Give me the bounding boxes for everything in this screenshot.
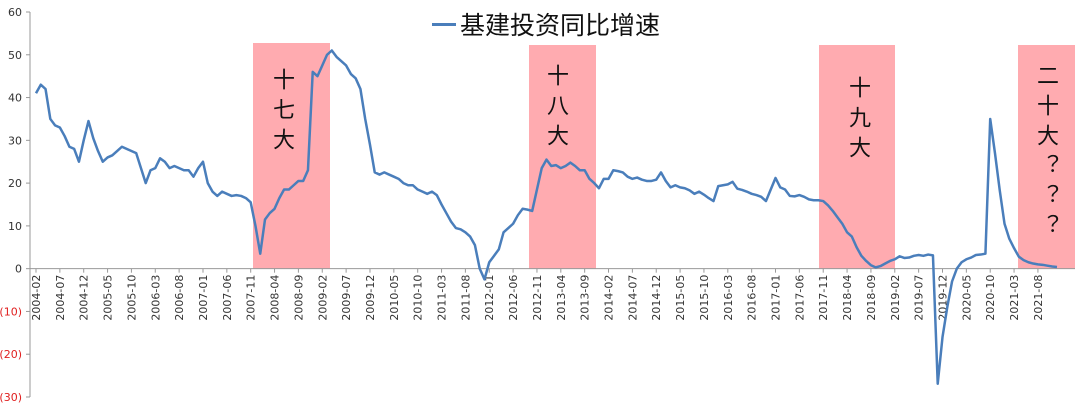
x-tick-label: 2017-11 [817,275,830,321]
x-tick-label: 2014-07 [626,275,639,321]
highlight-band [1018,45,1075,269]
annotation: 十八大 [543,64,568,154]
x-tick-label: 2018-09 [865,275,878,321]
y-tick-label: 20 [8,177,22,190]
x-tick-label: 2007-01 [197,275,210,321]
x-tick-label: 2004-12 [78,275,91,321]
x-tick-label: 2010-10 [412,275,425,321]
y-tick-label: (30) [0,391,22,404]
x-tick-label: 2007-11 [245,275,258,321]
x-tick-label: 2019-07 [913,275,926,321]
x-tick-label: 2014-02 [603,275,616,321]
x-tick-label: 2020-10 [984,275,997,321]
x-tick-label: 2009-12 [364,275,377,321]
x-tick-label: 2004-02 [30,275,43,321]
y-tick-label: 60 [8,6,22,19]
x-tick-label: 2017-06 [793,275,806,321]
x-tick-label: 2005-05 [102,275,115,321]
legend: 基建投资同比增速 [432,6,660,42]
highlight-band [253,43,330,269]
x-tick-label: 2007-06 [221,275,234,321]
x-tick-label: 2011-03 [436,275,449,321]
x-tick-label: 2009-02 [316,275,329,321]
y-tick-label: 10 [8,220,22,233]
x-tick-label: 2012-06 [507,275,520,321]
x-tick-label: 2016-03 [722,275,735,321]
x-tick-label: 2018-04 [841,275,854,321]
y-tick-label: 30 [8,134,22,147]
x-tick-label: 2021-03 [1008,275,1021,321]
y-tick-label: 40 [8,92,22,105]
annotation: 二十大？？？ [1033,64,1058,244]
x-tick-label: 2010-05 [388,275,401,321]
x-tick-label: 2012-11 [531,275,544,321]
x-tick-label: 2012-01 [483,275,496,321]
x-tick-label: 2004-07 [54,275,67,321]
x-tick-label: 2008-04 [269,275,282,321]
annotation: 十七大 [269,68,294,158]
y-tick-label: (20) [0,348,22,361]
x-tick-label: 2020-05 [960,275,973,321]
x-tick-label: 2013-09 [579,275,592,321]
annotation: 十九大 [845,76,870,166]
x-tick-label: 2006-03 [149,275,162,321]
x-tick-label: 2015-05 [674,275,687,321]
x-tick-label: 2017-01 [770,275,783,321]
highlight-band [819,45,895,269]
x-tick-label: 2019-02 [889,275,902,321]
x-tick-label: 2008-09 [292,275,305,321]
x-tick-label: 2019-12 [936,275,949,321]
x-tick-label: 2015-10 [698,275,711,321]
y-tick-label: 50 [8,49,22,62]
highlight-band [529,45,596,269]
x-tick-label: 2016-08 [746,275,759,321]
legend-label: 基建投资同比增速 [460,11,661,40]
x-tick-label: 2013-04 [555,275,568,321]
x-tick-label: 2005-10 [125,275,138,321]
data-line [34,49,1058,385]
x-tick-label: 2009-07 [340,275,353,321]
legend-swatch [432,22,456,26]
x-tick-label: 2021-08 [1032,275,1045,321]
x-tick-label: 2006-08 [173,275,186,321]
x-tick-label: 2011-08 [459,275,472,321]
x-tick-label: 2014-12 [650,275,663,321]
y-tick-label: (10) [0,305,22,318]
y-tick-label: 0 [15,263,22,276]
